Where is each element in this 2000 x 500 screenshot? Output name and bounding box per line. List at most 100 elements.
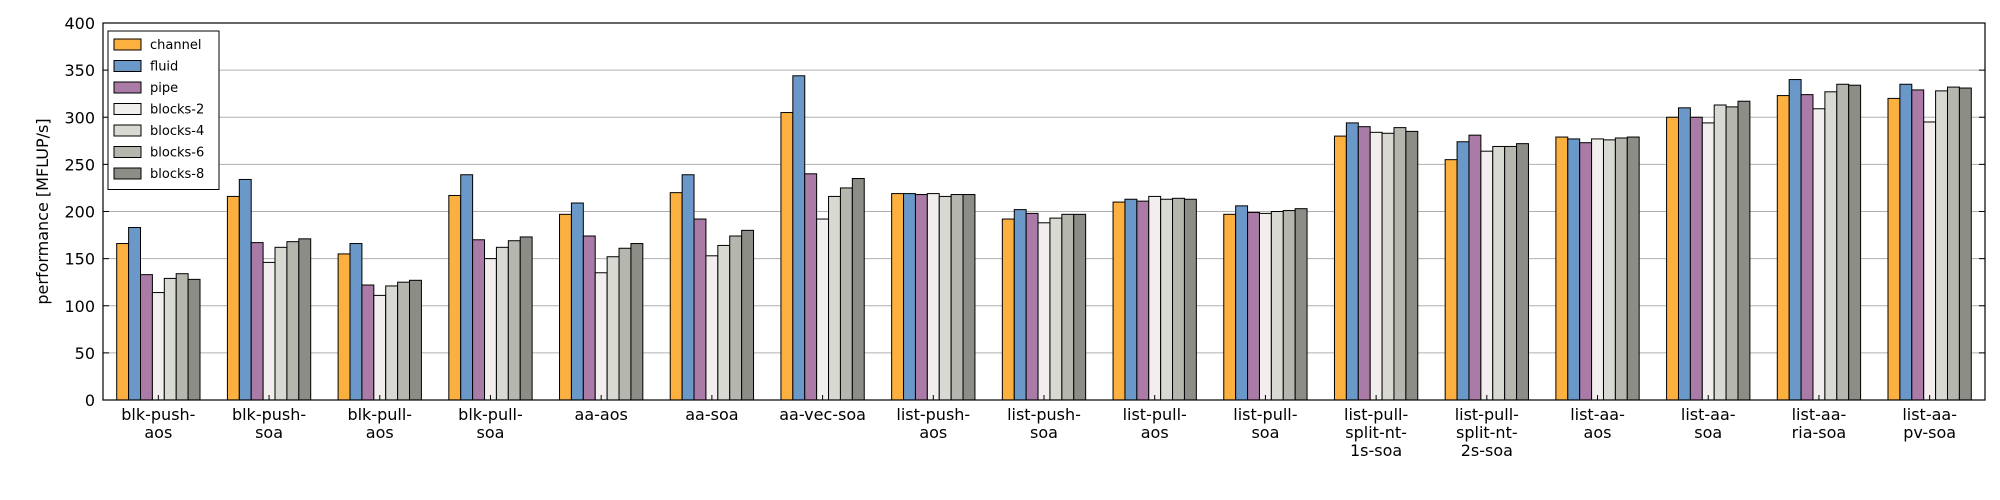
legend-label-blocks-2: blocks-2 — [150, 103, 204, 118]
bar-blocks-2 — [1812, 108, 1826, 401]
bar-blocks-8 — [187, 278, 201, 401]
x-tick-label-line: soa — [255, 423, 283, 442]
bar-fluid — [903, 193, 916, 401]
bar-channel — [1001, 218, 1015, 401]
bar-blocks-2 — [926, 193, 940, 401]
x-tick-label-line: aos — [366, 423, 394, 442]
bar-blocks-8 — [1848, 84, 1862, 401]
bar-channel — [559, 213, 572, 401]
x-tick-label-line: list-aa- — [1681, 405, 1736, 424]
bar-fluid — [349, 243, 363, 401]
bar-channel — [1444, 159, 1458, 401]
x-tick-label: list-pull-split-nt-1s-soa — [1344, 405, 1408, 460]
bar-blocks-4 — [1713, 104, 1727, 401]
bar-pipe — [140, 274, 153, 401]
y-axis-ticks: 0 50 100 150 200 250 300 350 400 — [64, 14, 1985, 410]
legend-swatch-blocks-2 — [113, 103, 142, 115]
x-tick-label-line: list-aa- — [1792, 405, 1847, 424]
bar-blocks-8 — [741, 229, 755, 401]
bar-channel — [116, 243, 130, 401]
x-tick-label-line: aa-soa — [685, 405, 738, 424]
x-tick-label-line: split-nt- — [1345, 423, 1407, 442]
x-tick-label: list-aa-soa — [1681, 405, 1736, 442]
bar-pipe — [804, 173, 818, 401]
bar-channel — [1666, 116, 1679, 401]
bar-blocks-8 — [851, 178, 865, 401]
bar-pipe — [472, 239, 486, 401]
bar-blocks-6 — [1614, 137, 1628, 401]
x-tick-label-line: pv-soa — [1903, 423, 1956, 442]
bar-channel — [1223, 213, 1237, 401]
bar-channel — [448, 194, 462, 401]
x-tick-label: list-aa-pv-soa — [1902, 405, 1957, 442]
bar-blocks-2 — [1591, 138, 1604, 401]
x-tick-label-line: 2s-soa — [1461, 441, 1513, 460]
x-tick-label-line: list-aa- — [1902, 405, 1957, 424]
legend-swatch-blocks-8 — [113, 167, 142, 180]
legend-swatch-pipe — [113, 81, 142, 94]
bar-fluid — [1567, 138, 1581, 401]
x-tick-label-line: aos — [1141, 423, 1169, 442]
bar-blocks-2 — [1148, 195, 1162, 401]
bar-blocks-6 — [618, 247, 632, 401]
bar-pipe — [1911, 89, 1925, 401]
y-tick-label: 150 — [64, 250, 95, 269]
bar-blocks-2 — [1369, 131, 1383, 401]
x-tick-label: aa-soa — [685, 405, 738, 424]
bar-fluid — [1456, 141, 1470, 401]
bar-blocks-8 — [1073, 213, 1087, 401]
bar-fluid — [1345, 122, 1359, 401]
bar-blocks-6 — [839, 187, 853, 401]
bar-blocks-4 — [938, 195, 952, 401]
bar-blocks-2 — [594, 272, 608, 401]
bar-blocks-2 — [1923, 121, 1937, 401]
bar-blocks-4 — [274, 246, 288, 401]
y-tick-label: 300 — [64, 108, 95, 127]
x-tick-label-line: soa — [1251, 423, 1279, 442]
bar-blocks-6 — [1504, 145, 1518, 401]
x-tick-label: aa-aos — [575, 405, 628, 424]
bar-blocks-2 — [151, 292, 165, 401]
bar-blocks-2 — [1701, 122, 1715, 401]
bar-blocks-8 — [962, 194, 976, 401]
x-tick-label-line: soa — [1694, 423, 1722, 442]
bar-pipe — [1357, 126, 1371, 401]
bar-pipe — [250, 242, 264, 401]
bar-blocks-4 — [1935, 90, 1948, 401]
bar-channel — [780, 112, 794, 401]
bar-blocks-6 — [1725, 106, 1739, 401]
bar-blocks-4 — [385, 285, 399, 401]
legend: channel fluid pipe blocks-2 blocks-4 blocks-6… — [107, 30, 220, 190]
bar-blocks-4 — [1824, 91, 1838, 401]
bar-blocks-2 — [1258, 212, 1272, 401]
bar-fluid — [1235, 205, 1249, 401]
bar-blocks-6 — [1282, 210, 1296, 401]
bar-blocks-4 — [1049, 217, 1063, 401]
x-tick-label-line: soa — [1030, 423, 1058, 442]
bar-pipe — [1689, 116, 1703, 401]
x-tick-label-line: aos — [1584, 423, 1612, 442]
legend-label-blocks-6: blocks-6 — [150, 146, 204, 161]
x-tick-label-line: list-pull- — [1123, 405, 1187, 424]
bar-fluid — [1899, 83, 1913, 401]
bar-fluid — [681, 174, 695, 401]
legend-swatch-channel — [113, 38, 142, 51]
x-tick-label: blk-pull-aos — [347, 405, 412, 442]
bar-blocks-4 — [495, 246, 509, 401]
bar-blocks-4 — [1492, 145, 1506, 401]
x-tick-label: list-push-soa — [1007, 405, 1081, 442]
bar-fluid — [1788, 79, 1802, 401]
x-tick-label-line: list-aa- — [1570, 405, 1625, 424]
x-axis-labels: blk-push-aosblk-push-soablk-pull-aosblk-… — [121, 395, 1957, 460]
x-tick-label-line: aos — [919, 423, 947, 442]
bar-pipe — [1136, 200, 1150, 401]
bar-blocks-4 — [163, 277, 177, 401]
x-tick-label-line: blk-pull- — [347, 405, 412, 424]
bar-pipe — [914, 194, 928, 401]
bar-blocks-8 — [1294, 208, 1308, 401]
bar-pipe — [1579, 142, 1593, 401]
bar-fluid — [1013, 209, 1027, 401]
x-tick-label-line: split-nt- — [1456, 423, 1518, 442]
bar-blocks-8 — [1516, 143, 1529, 401]
